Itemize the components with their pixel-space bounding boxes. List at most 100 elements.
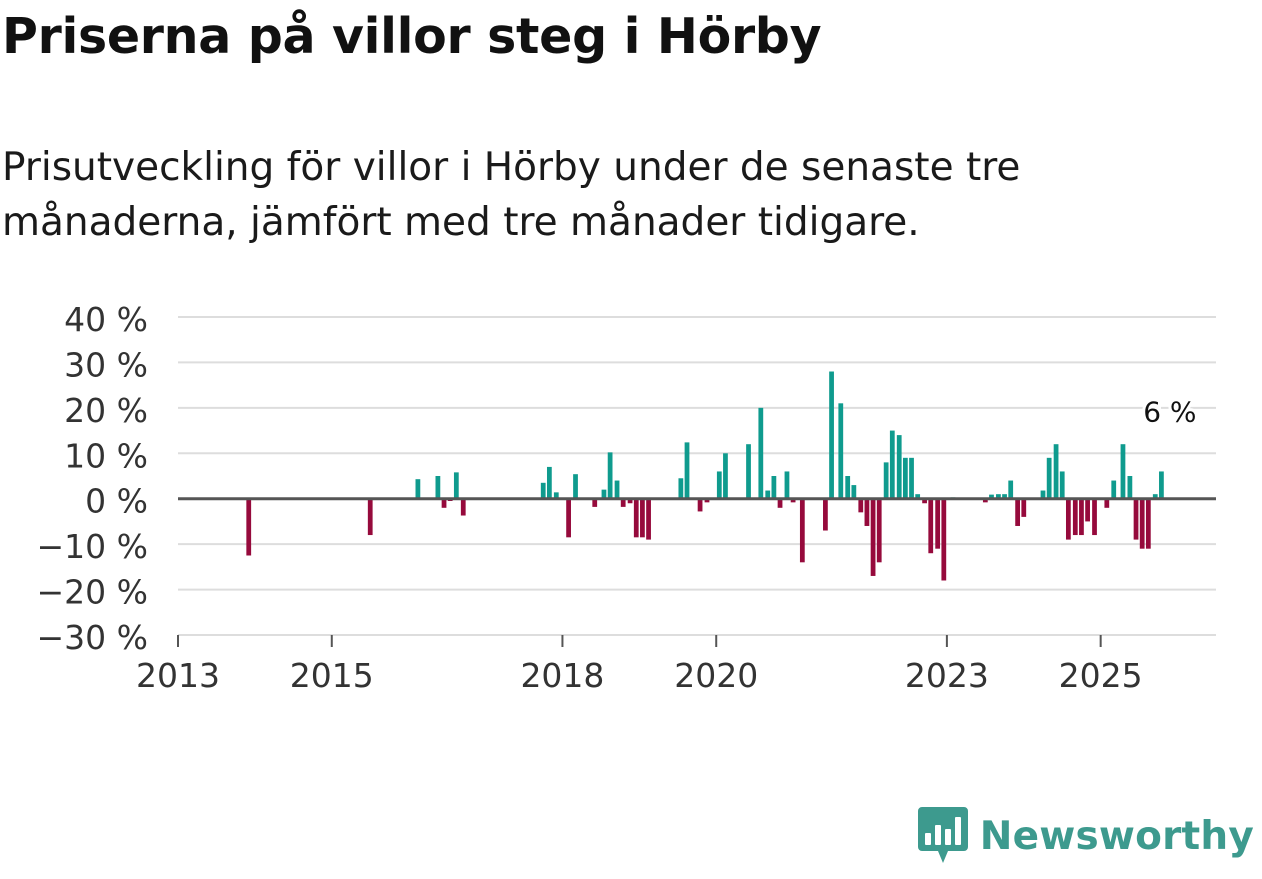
bar-positive — [1008, 480, 1014, 499]
bar-positive — [829, 371, 834, 499]
y-tick-label: 30 % — [64, 345, 148, 384]
bar-negative — [460, 498, 466, 516]
bar-negative — [922, 498, 927, 504]
bar-positive — [883, 462, 889, 499]
x-tick-label: 2020 — [674, 656, 758, 695]
bar-negative — [367, 498, 373, 536]
bar-positive — [989, 494, 994, 499]
bar-negative — [1104, 498, 1110, 508]
bar-negative — [566, 498, 571, 538]
bar-positive — [601, 489, 607, 499]
y-tick-label: −20 % — [37, 573, 149, 612]
bar-positive — [1159, 471, 1164, 499]
bar-negative — [1145, 498, 1151, 549]
x-tick-label: 2025 — [1059, 656, 1143, 695]
bar-positive — [1111, 480, 1117, 499]
bar-positive — [851, 485, 857, 499]
bar-positive — [678, 478, 684, 499]
labels: −30 % −20 % −10 % 0 % 10 % 20 % 30 % 40 % 2013 20… — [37, 300, 1200, 695]
bar-negative — [1085, 498, 1090, 522]
bar-positive — [415, 479, 421, 499]
bar-negative — [864, 498, 870, 526]
bar-negative — [1139, 498, 1145, 549]
bar-positive — [723, 453, 728, 499]
bar-negative — [876, 498, 882, 563]
x-tick-label: 2015 — [290, 656, 374, 695]
bar-positive — [765, 490, 771, 499]
bar-positive — [1120, 444, 1126, 499]
bar-negative — [246, 498, 252, 556]
bar-negative — [640, 498, 645, 538]
bar-positive — [1002, 494, 1007, 499]
bar-negative — [790, 498, 796, 503]
bars — [246, 371, 1164, 581]
bar-negative — [1092, 498, 1097, 536]
bar-positive — [435, 476, 441, 499]
y-tick-label: 20 % — [64, 391, 148, 430]
bar-positive — [1053, 444, 1059, 499]
newsworthy-logo-icon — [917, 807, 968, 863]
y-tick-label: 40 % — [64, 300, 148, 339]
bar-positive — [896, 435, 902, 499]
bar-positive — [771, 476, 777, 499]
newsworthy-logo[interactable]: Newsworthy — [917, 807, 1254, 865]
bar-positive — [1059, 471, 1065, 499]
x-tick-label: 2013 — [136, 656, 220, 695]
y-tick-label: 0 % — [85, 482, 148, 521]
bar-positive — [758, 407, 764, 499]
bar-positive — [996, 494, 1001, 499]
bar-negative — [1015, 498, 1021, 526]
bar-positive — [607, 452, 613, 499]
bar-negative — [982, 498, 988, 503]
bar-positive — [784, 471, 790, 499]
latest-value-label: 6 % — [1143, 395, 1196, 428]
bar-positive — [889, 430, 895, 499]
bar-negative — [1021, 498, 1027, 517]
bar-positive — [573, 474, 578, 499]
bar-positive — [845, 476, 851, 499]
bar-negative — [1072, 498, 1078, 536]
bar-negative — [870, 498, 876, 576]
bar-negative — [441, 498, 447, 508]
bar-positive — [1040, 490, 1046, 499]
bar-negative — [592, 498, 598, 507]
chart-title: Priserna på villor steg i Hörby — [2, 8, 822, 65]
bar-negative — [633, 498, 639, 538]
axes — [177, 497, 1216, 647]
bar-positive — [909, 457, 914, 499]
bar-negative — [697, 498, 703, 512]
bar-positive — [746, 444, 751, 499]
gridlines — [178, 316, 1216, 636]
bar-positive — [614, 480, 620, 499]
bar-negative — [620, 498, 626, 507]
bar-negative — [823, 498, 828, 531]
bar-positive — [902, 457, 908, 499]
x-tick-label: 2018 — [520, 656, 604, 695]
bar-positive — [553, 492, 559, 499]
bar-negative — [1065, 498, 1071, 540]
bar-positive — [1046, 457, 1052, 499]
bar-negative — [928, 498, 934, 554]
bar-negative — [1079, 498, 1084, 536]
bar-positive — [453, 472, 459, 499]
y-tick-label: −10 % — [37, 527, 149, 566]
x-tick-label: 2023 — [905, 656, 989, 695]
y-tick-label: −30 % — [37, 618, 149, 657]
bar-positive — [540, 482, 546, 499]
bar-negative — [858, 498, 864, 513]
bar-negative — [799, 498, 805, 563]
bar-negative — [935, 498, 941, 549]
bar-negative — [777, 498, 783, 508]
bar-chart: −30 % −20 % −10 % 0 % 10 % 20 % 30 % 40 % 2013 20… — [37, 300, 1216, 695]
bar-positive — [546, 466, 552, 499]
bar-positive — [1127, 476, 1133, 499]
bar-positive — [716, 471, 722, 499]
bar-negative — [1133, 498, 1139, 540]
bar-positive — [915, 494, 921, 499]
bar-negative — [627, 498, 633, 504]
y-tick-label: 10 % — [64, 436, 148, 475]
bar-positive — [838, 403, 844, 499]
brand-name: Newsworthy — [979, 813, 1254, 859]
bar-negative — [941, 498, 947, 581]
bar-negative — [704, 498, 710, 503]
